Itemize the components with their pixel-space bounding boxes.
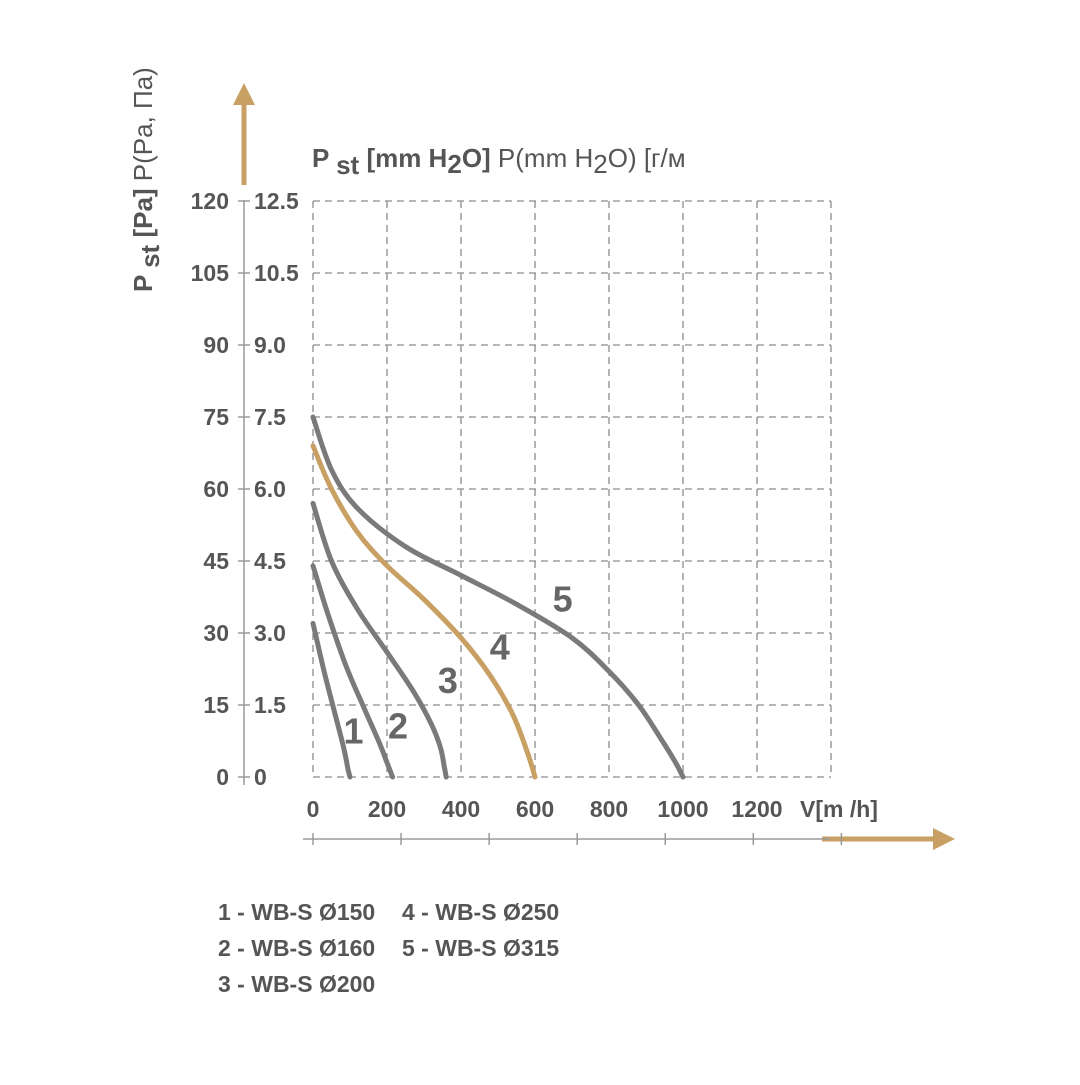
y-tick-label-mm: 4.5 [254, 548, 286, 574]
curve-label-3: 3 [438, 660, 458, 701]
series-curve-5 [310, 414, 686, 780]
y-tick-label-mm: 1.5 [254, 692, 286, 718]
x-tick-label: 0 [307, 796, 320, 822]
curve-label-2: 2 [388, 706, 408, 747]
curve-label-4: 4 [490, 626, 510, 667]
y-tick-label-pa: 120 [191, 188, 229, 214]
y-axis-arrow [233, 83, 255, 185]
y-tick-label-mm: 6.0 [254, 476, 286, 502]
y-tick-label-mm: 0 [254, 764, 267, 790]
x-tick-label: 1000 [657, 796, 708, 822]
legend-item-1: 1 - WB-S Ø150 [218, 899, 375, 925]
legend: 1 - WB-S Ø150 2 - WB-S Ø160 3 - WB-S Ø20… [218, 899, 559, 997]
y-tick-label-pa: 30 [203, 620, 229, 646]
y-tick-label-mm: 3.0 [254, 620, 286, 646]
y-tick-label-mm: 12.5 [254, 188, 299, 214]
x-tick-label: 1200 [731, 796, 782, 822]
y-tick-label-mm: 9.0 [254, 332, 286, 358]
x-tick-label: 800 [590, 796, 628, 822]
series-curve-4 [310, 443, 538, 780]
y-tick-label-pa: 90 [203, 332, 229, 358]
y-tick-label-mm: 10.5 [254, 260, 299, 286]
legend-item-3: 3 - WB-S Ø200 [218, 971, 375, 997]
curve-labels: 1 234 5 [344, 578, 573, 751]
x-axis-label: V[m /h] [800, 796, 878, 822]
y-tick-label-pa: 15 [203, 692, 229, 718]
y-tick-label-pa: 45 [203, 548, 229, 574]
y-tick-label-mm: 7.5 [254, 404, 286, 430]
legend-item-4: 4 - WB-S Ø250 [402, 899, 559, 925]
series-curve-3 [310, 500, 449, 780]
x-tick-label: 400 [442, 796, 480, 822]
grid [312, 200, 832, 778]
series-curve-2 [310, 563, 396, 780]
curve-label-1: 1 [344, 710, 364, 751]
curve-label-5: 5 [553, 578, 573, 619]
y-axis-title-top: P st [mm H2O] P(mm H2O) [г/м [312, 143, 686, 180]
y-tick-label-pa: 105 [191, 260, 230, 286]
x-tick-label: 600 [516, 796, 554, 822]
series-curve-1 [310, 620, 353, 780]
legend-item-5: 5 - WB-S Ø315 [402, 935, 559, 961]
x-tick-label: 200 [368, 796, 406, 822]
series-group [310, 414, 686, 780]
y-tick-label-pa: 75 [203, 404, 229, 430]
legend-item-2: 2 - WB-S Ø160 [218, 935, 375, 961]
y-axis-title-left: P st [Pa] P(Pa, Па) [128, 67, 165, 292]
y-tick-label-pa: 0 [216, 764, 229, 790]
y-tick-label-pa: 60 [203, 476, 229, 502]
